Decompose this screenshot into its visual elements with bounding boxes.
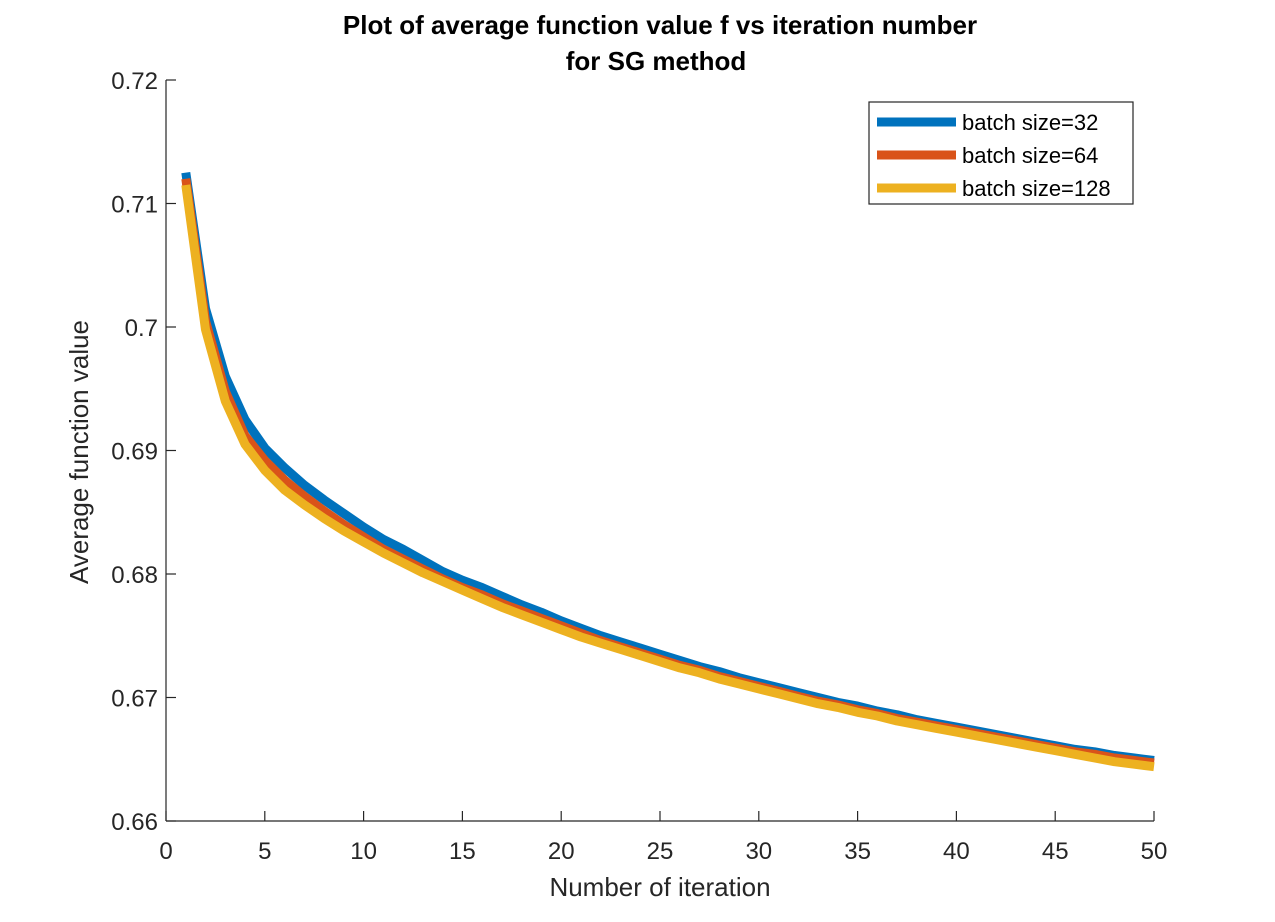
legend-label-1: batch size=32 [962, 110, 1098, 135]
x-tick-label: 25 [647, 838, 674, 865]
y-tick-label: 0.72 [111, 68, 158, 95]
y-tick-label: 0.66 [111, 809, 158, 836]
x-tick-label: 10 [350, 838, 377, 865]
chart-title-line-2: for SG method [566, 46, 747, 76]
x-tick-label: 30 [745, 838, 772, 865]
x-axis-label: Number of iteration [549, 872, 770, 902]
x-tick-label: 20 [548, 838, 575, 865]
x-tick-label: 40 [943, 838, 970, 865]
y-tick-group: 0.66 0.67 0.68 0.69 0.7 0.71 0.72 [111, 68, 176, 836]
x-tick-label: 45 [1042, 838, 1069, 865]
legend: batch size=32 batch size=64 batch size=128 [868, 101, 1134, 205]
legend-label-3: batch size=128 [962, 176, 1111, 201]
chart-title-line-1: Plot of average function value f vs iter… [343, 10, 977, 40]
x-tick-label: 35 [844, 838, 871, 865]
y-tick-label: 0.69 [111, 439, 158, 466]
x-tick-group: 0 5 10 15 20 25 30 35 40 45 50 [159, 811, 1167, 865]
y-tick-label: 0.7 [125, 315, 158, 342]
plot-series-group [181, 171, 1155, 772]
x-tick-label: 0 [159, 838, 172, 865]
x-tick-label: 15 [449, 838, 476, 865]
legend-label-2: batch size=64 [962, 143, 1098, 168]
y-tick-label: 0.67 [111, 686, 158, 713]
x-tick-label: 50 [1141, 838, 1168, 865]
series-line-3 [181, 184, 1155, 772]
legend-items: batch size=32 batch size=64 batch size=128 [877, 110, 1111, 201]
y-tick-label: 0.68 [111, 562, 158, 589]
y-tick-label: 0.71 [111, 192, 158, 219]
y-axis-label: Average function value [64, 320, 94, 584]
x-tick-label: 5 [258, 838, 271, 865]
